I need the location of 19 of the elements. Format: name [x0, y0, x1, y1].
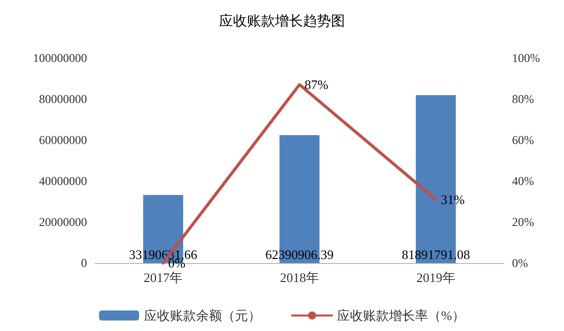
y2-tick-label: 20%: [512, 215, 534, 229]
x-tick-label: 2018年: [280, 270, 319, 285]
data-label: 87%: [304, 77, 328, 92]
y-tick-label: 100000000: [33, 51, 87, 65]
y2-tick-label: 60%: [512, 133, 534, 147]
x-tick-label: 2019年: [416, 270, 456, 285]
y2-tick-label: 100%: [512, 51, 540, 65]
legend-label: 应收账款增长率（%）: [337, 308, 465, 323]
y-tick-label: 80000000: [39, 92, 87, 106]
y-tick-label: 0: [81, 256, 87, 270]
legend-label: 应收账款余额（元）: [144, 308, 262, 323]
chart-title: 应收账款增长趋势图: [219, 14, 345, 30]
y2-tick-label: 80%: [512, 92, 534, 106]
y-tick-label: 20000000: [39, 215, 87, 229]
y2-tick-label: 0%: [512, 256, 528, 270]
y-tick-label: 60000000: [39, 133, 87, 147]
y-tick-label: 40000000: [39, 174, 87, 188]
x-tick-label: 2017年: [144, 270, 183, 285]
y2-tick-label: 40%: [512, 174, 534, 188]
